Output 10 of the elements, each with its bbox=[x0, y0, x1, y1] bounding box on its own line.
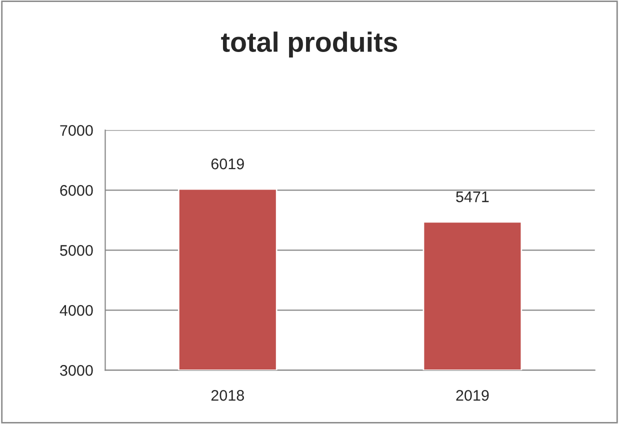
y-tick-label: 6000 bbox=[60, 185, 93, 196]
chart-title: total produits bbox=[221, 32, 398, 58]
y-tick-label: 4000 bbox=[60, 305, 93, 316]
data-label: 6019 bbox=[211, 158, 244, 170]
x-tick-label: 2019 bbox=[456, 390, 489, 401]
x-tick-label: 2018 bbox=[211, 390, 244, 401]
data-label: 5471 bbox=[456, 192, 489, 202]
y-tick-label: 3000 bbox=[60, 365, 93, 376]
y-tick-label: 5000 bbox=[60, 245, 93, 256]
y-tick-label: 7000 bbox=[60, 125, 93, 136]
